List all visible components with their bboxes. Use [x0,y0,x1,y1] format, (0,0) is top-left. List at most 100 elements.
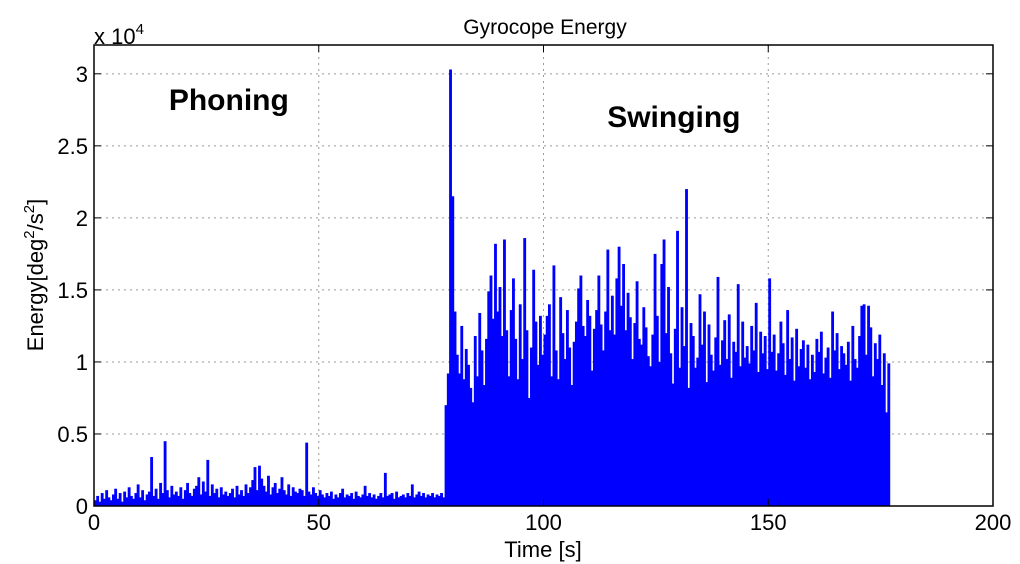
energy-bar [786,310,790,506]
energy-bar [451,196,455,506]
energy-bar [309,494,313,506]
energy-bar [368,493,372,506]
energy-bar [721,340,724,506]
energy-bar [743,357,747,506]
tick-marks [93,45,994,507]
energy-bar [761,353,765,506]
energy-bar [619,305,623,506]
energy-bar [255,490,259,506]
energy-bar [739,366,742,506]
energy-bar [222,494,225,506]
energy-bar [186,482,189,506]
energy-bar [197,477,201,506]
energy-bar [507,376,511,506]
energy-bar [300,490,304,506]
energy-bar [503,239,506,506]
energy-bar [590,370,594,506]
energy-bar [588,315,592,506]
energy-bar [129,495,133,506]
energy-bar [356,495,360,506]
energy-bar [653,253,657,506]
energy-bar [118,493,122,506]
energy-bar [152,495,156,506]
energy-bar [105,490,109,506]
energy-bar [114,488,118,506]
energy-bar [822,373,826,506]
energy-bar [678,367,682,506]
energy-bar [127,487,131,506]
energy-bar [846,341,850,506]
y-axis-label-sup1: 2 [21,230,38,238]
energy-bar [781,343,785,506]
energy-bar [734,351,738,506]
energy-bar [644,327,648,506]
energy-bar [556,379,560,506]
energy-bar [500,336,504,506]
energy-bar [516,379,520,506]
energy-bar [505,330,509,506]
energy-bar [660,263,664,506]
energy-bar [819,331,823,506]
energy-bar [399,495,403,506]
energy-bar [808,379,812,506]
energy-bar [476,376,479,506]
energy-bar [815,338,819,506]
x-tick-label: 150 [750,510,787,535]
energy-bar [631,359,634,506]
energy-bar [568,347,572,506]
energy-bar [705,382,709,506]
energy-bar [741,321,745,506]
energy-bar [318,490,322,506]
energy-bar [141,490,145,506]
energy-bar [282,490,286,506]
energy-bar [523,238,527,506]
energy-bar [754,302,758,506]
energy-bar [748,363,751,506]
energy-bar [757,372,760,506]
energy-bar [876,359,879,506]
energy-bar [143,500,147,506]
energy-bar [226,495,230,506]
energy-bar [673,328,677,506]
energy-bar [392,498,396,506]
energy-bar [862,304,866,506]
energy-bar [541,354,545,506]
energy-bar [671,383,675,506]
energy-bar [467,364,470,506]
energy-bar [837,369,841,506]
energy-bar [446,373,450,506]
energy-bar [383,472,387,506]
energy-bar [851,325,855,506]
energy-bar [880,384,884,506]
energy-bar [449,69,452,506]
energy-bar [145,494,149,506]
energy-bar [844,364,848,506]
energy-bar [530,347,533,506]
energy-bar [381,497,385,506]
energy-bar [667,287,670,506]
energy-bar [624,330,628,506]
energy-bar [824,357,828,506]
energy-bar [96,495,100,506]
energy-bar [437,495,441,506]
energy-bar [887,363,891,506]
energy-bar [147,491,151,506]
energy-bar [565,310,569,506]
energy-bar [359,497,363,506]
energy-bar [608,330,612,506]
energy-bar [271,487,275,506]
x-tick-label: 50 [307,510,331,535]
energy-bar [278,488,282,506]
energy-bar [613,334,617,506]
energy-bar [107,497,111,506]
energy-bar [547,304,551,506]
energy-bar [240,490,243,506]
energy-bar [109,500,113,506]
energy-bar [374,498,378,506]
energy-bar [334,494,338,506]
energy-bar [100,493,104,506]
energy-bar [860,305,864,506]
energy-bar [120,501,124,506]
energy-bar [424,497,428,506]
energy-bar [536,364,540,506]
